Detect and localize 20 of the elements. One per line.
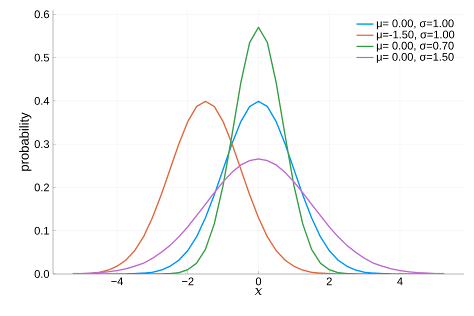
x-tick-label: 0: [256, 278, 262, 286]
legend-label: μ= 0.00, σ=1.00: [376, 19, 454, 30]
x-axis-title: x: [254, 288, 262, 295]
y-tick-label: 0.2: [34, 184, 49, 192]
y-tick-label: 0.5: [34, 54, 50, 62]
y-tick-label: 0.3: [34, 140, 50, 148]
line-series: [72, 158, 445, 274]
y-tick-label: 0.4: [34, 96, 50, 105]
x-tick-label: −4: [111, 278, 123, 286]
x-tick-label: 4: [397, 278, 403, 286]
legend-label: μ= 0.00, σ=0.70: [376, 42, 454, 52]
y-tick-label: 0.0: [34, 270, 50, 278]
y-tick-label: 0.6: [34, 10, 50, 18]
line-series: [125, 100, 392, 274]
legend-label: μ=-1.50, σ=1.00: [376, 30, 454, 40]
x-tick-label: −2: [182, 278, 194, 286]
y-axis-title: probability: [19, 112, 32, 171]
y-tick-label: 0.1: [34, 226, 49, 235]
x-tick-label: 2: [326, 278, 332, 286]
legend-label: μ= 0.00, σ=1.50: [376, 52, 454, 63]
